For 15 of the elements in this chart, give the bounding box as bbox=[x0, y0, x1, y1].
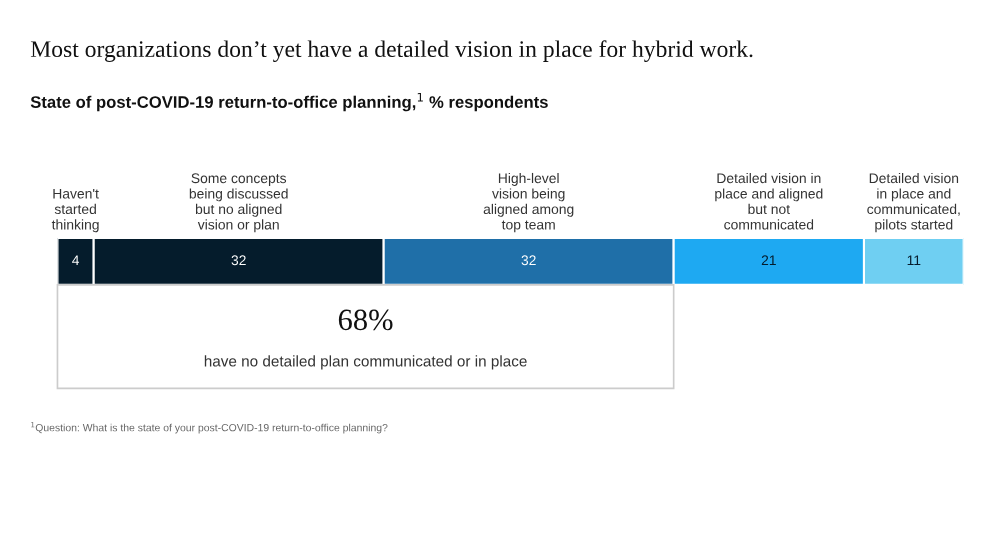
series-label: Detailed vision in place and aligned but not communicated bbox=[715, 172, 823, 230]
text: have no detailed plan communicated or in place bbox=[204, 355, 527, 370]
series-label: Haven't started thinking bbox=[51, 188, 99, 233]
series-label: Detailed vision in place and communicated, pilots started bbox=[867, 172, 960, 233]
series-label: High-level vision being aligned among top team bbox=[483, 172, 574, 233]
data-label: 32 bbox=[231, 255, 246, 266]
data-label: 21 bbox=[761, 255, 776, 265]
chart-subtitle: State of post-COVID-19 return-to-office planning,$^{1}$ % respondents bbox=[30, 92, 548, 112]
data-label: 4 bbox=[72, 255, 80, 265]
data-label: 32 bbox=[521, 255, 536, 266]
chart-title: Most organizations don’t yet have a detailed vision in place for hybrid work. bbox=[30, 40, 753, 62]
data-label: 11 bbox=[907, 255, 921, 265]
text: $^{1}$Question: What is the state of your post-COVID-19 return-to-office planning? bbox=[31, 421, 388, 434]
text: 68% bbox=[338, 309, 393, 331]
series-label: Some concepts being discussed but no aligned vision or plan bbox=[189, 173, 288, 233]
